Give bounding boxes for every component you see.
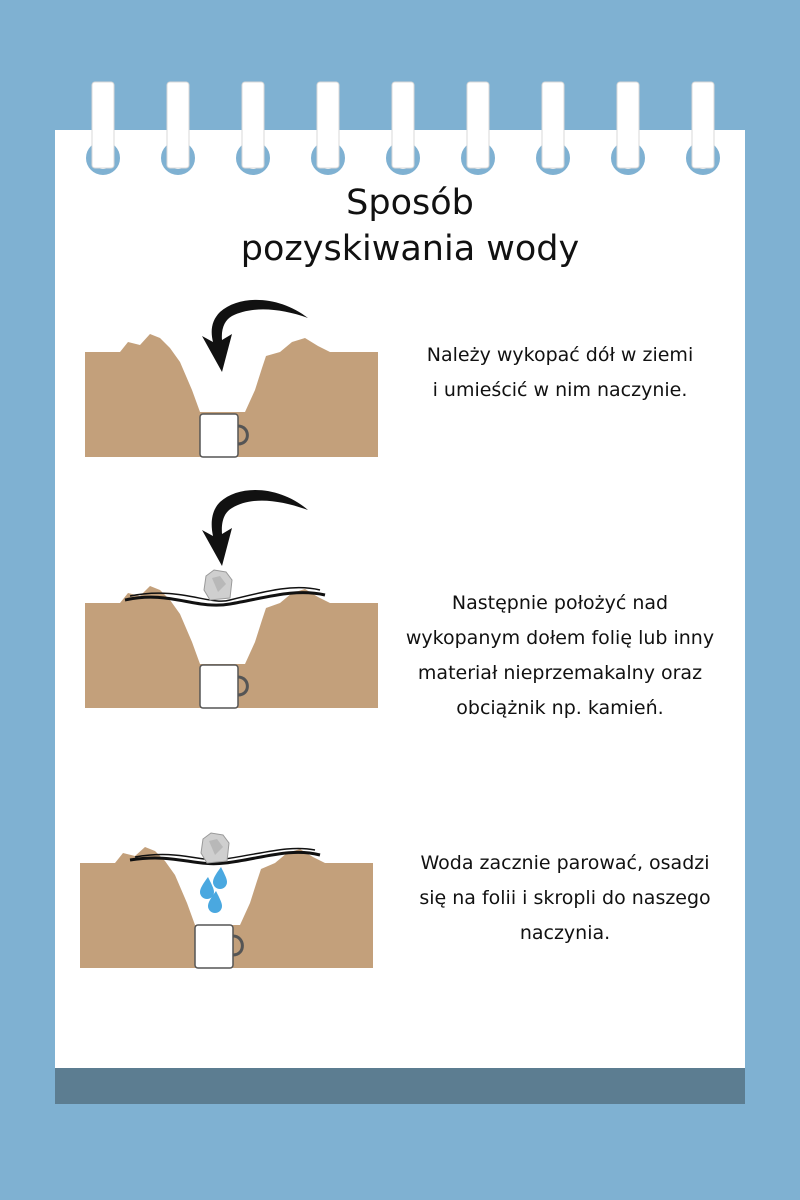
binding-ring-icon — [161, 81, 195, 175]
arrow-icon — [202, 490, 308, 566]
binding-ring-icon — [386, 81, 420, 175]
foil-sheet — [124, 591, 326, 607]
soil-ground — [85, 334, 378, 457]
arrow-icon — [202, 299, 308, 372]
binding-ring-icon — [86, 81, 120, 175]
water-drop-icon — [213, 867, 227, 889]
binding-ring-icon — [536, 81, 570, 175]
mug-icon — [194, 924, 244, 969]
title-line-2: pozyskiwania wody — [240, 229, 580, 269]
binding-ring-icon — [236, 81, 270, 175]
mug-icon — [199, 413, 249, 458]
binding-ring-icon — [311, 81, 345, 175]
step-1-illustration — [85, 299, 378, 458]
water-drop-icon — [208, 891, 222, 913]
title-line-1: Sposób — [346, 183, 474, 223]
binding-ring-icon — [686, 81, 720, 175]
step-3-illustration — [80, 832, 373, 969]
water-drop-icon — [200, 877, 214, 899]
binding-ring-icon — [611, 81, 645, 175]
stone-icon — [203, 569, 233, 601]
step-1-text: Należy wykopać dół w ziemi i umieścić w … — [426, 344, 694, 401]
soil-ground — [85, 586, 378, 708]
stone-icon — [200, 832, 230, 864]
notebook-footer-bar — [55, 1068, 745, 1104]
step-3-text: Woda zacznie parować, osadzi się na foli… — [419, 852, 711, 944]
soil-ground — [80, 847, 373, 968]
step-2-text: Następnie położyć nad wykopanym dołem fo… — [405, 592, 715, 719]
page-title: Sposób pozyskiwania wody — [150, 180, 670, 272]
foil-sheet — [129, 850, 321, 866]
step-2-illustration — [85, 490, 378, 709]
mug-icon — [199, 664, 249, 709]
binding-ring-icon — [461, 81, 495, 175]
